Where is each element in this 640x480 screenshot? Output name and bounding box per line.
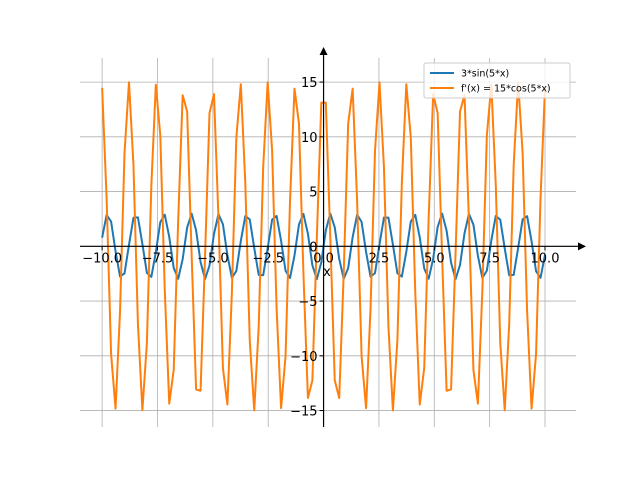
y-tick-label: 5 xyxy=(309,186,317,201)
x-tick-label: −10.0 xyxy=(82,251,122,266)
x-tick-label: −2.5 xyxy=(252,251,284,266)
y-tick-label: −15 xyxy=(290,405,317,420)
x-tick-label: −5.0 xyxy=(197,251,229,266)
y-tick-label: −5 xyxy=(298,295,317,310)
tick-labels: −10.0 −7.5 −5.0 −2.5 0.0 2.5 5.0 7.5 10.0 −15 −10 −… xyxy=(82,76,559,419)
x-axis-arrow xyxy=(578,242,586,251)
y-axis-arrow xyxy=(319,47,328,55)
legend: 3*sin(5*x) f'(x) = 15*cos(5*x) xyxy=(423,62,571,99)
x-tick-label: 7.5 xyxy=(479,251,500,266)
axes xyxy=(80,47,586,427)
legend-box xyxy=(423,62,571,99)
legend-label-series-2: f'(x) = 15*cos(5*x) xyxy=(461,84,551,95)
y-tick-label: 10 xyxy=(301,131,318,146)
y-tick-label: 0 xyxy=(309,240,317,255)
legend-label-series-1: 3*sin(5*x) xyxy=(461,69,509,80)
x-tick-label: 0.0 xyxy=(313,251,334,266)
x-tick-label: 2.5 xyxy=(369,251,390,266)
x-tick-label: 5.0 xyxy=(424,251,445,266)
y-tick-label: −10 xyxy=(290,350,317,365)
x-axis-label: x xyxy=(323,265,331,280)
x-tick-label: 10.0 xyxy=(531,251,560,266)
y-tick-label: 15 xyxy=(301,76,318,91)
x-tick-label: −7.5 xyxy=(142,251,174,266)
